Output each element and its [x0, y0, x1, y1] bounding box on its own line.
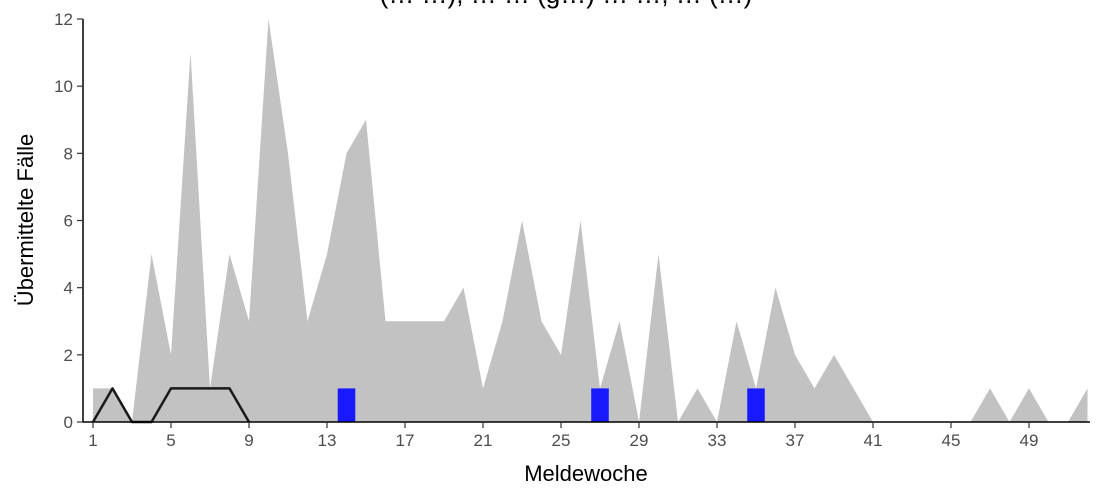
area-series-0 [93, 19, 1088, 422]
x-tick-label-13: 13 [318, 431, 337, 450]
y-tick-label-6: 6 [64, 212, 73, 231]
y-tick-label-0: 0 [64, 413, 73, 432]
x-axis-title: Meldewoche [524, 461, 648, 486]
y-tick-label-4: 4 [64, 279, 73, 298]
y-tick-label-2: 2 [64, 346, 73, 365]
x-tick-label-17: 17 [396, 431, 415, 450]
x-tick-label-41: 41 [864, 431, 883, 450]
bar-week-27 [591, 388, 609, 422]
x-tick-label-5: 5 [166, 431, 175, 450]
bar-week-35 [747, 388, 765, 422]
area-layer [93, 19, 1088, 422]
x-tick-label-45: 45 [942, 431, 961, 450]
chart-title: (… …), … … (g…) … …, … (…) [380, 0, 753, 9]
x-tick-label-25: 25 [552, 431, 571, 450]
line-layer [91, 387, 251, 424]
x-tick-label-37: 37 [786, 431, 805, 450]
y-tick-label-10: 10 [54, 77, 73, 96]
x-tick-label-33: 33 [708, 431, 727, 450]
x-ticks: 1 5 9 13 17 21 25 29 33 37 41 45 49 [88, 422, 1038, 450]
y-tick-label-8: 8 [64, 144, 73, 163]
y-ticks: 0 2 4 6 8 10 12 [54, 10, 83, 432]
x-tick-label-1: 1 [88, 431, 97, 450]
x-tick-label-21: 21 [474, 431, 493, 450]
x-tick-label-49: 49 [1020, 431, 1039, 450]
y-axis-title: Übermittelte Fälle [13, 134, 38, 306]
bar-layer [337, 388, 765, 422]
bar-week-14 [337, 388, 356, 422]
line-series-1 [91, 387, 251, 424]
x-tick-label-29: 29 [630, 431, 649, 450]
y-tick-label-12: 12 [54, 10, 73, 29]
x-tick-label-9: 9 [244, 431, 253, 450]
